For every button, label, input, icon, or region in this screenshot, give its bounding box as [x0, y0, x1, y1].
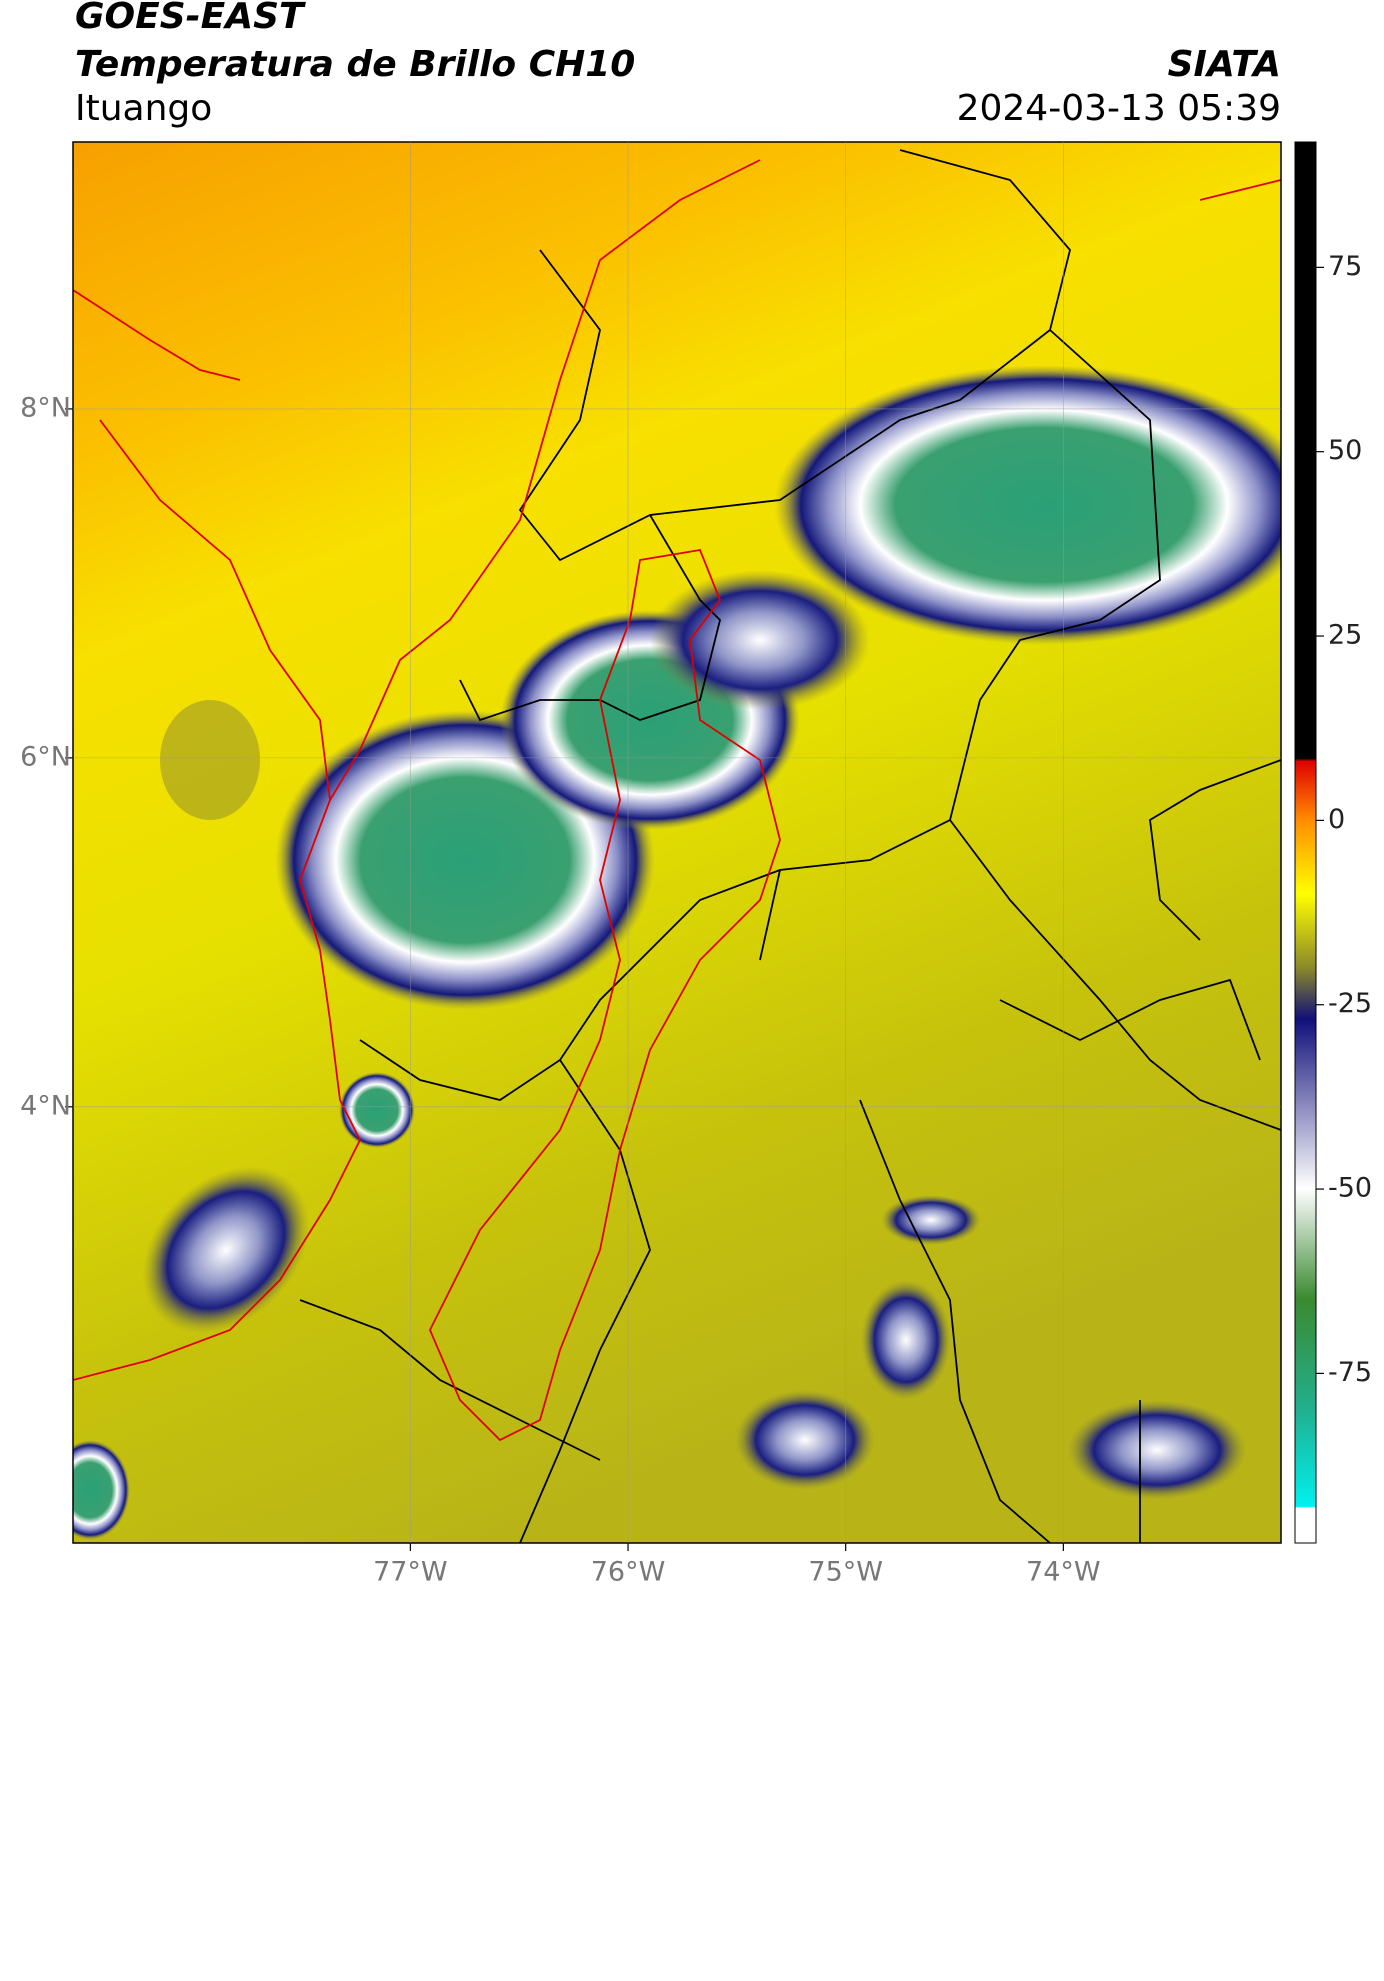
map-frame: [72, 141, 1282, 1544]
cloud: [650, 570, 870, 710]
colorbar-tick-label: -25: [1328, 988, 1372, 1019]
x-tick-label: 74°W: [1026, 1557, 1101, 1588]
cloud: [774, 365, 1281, 645]
x-tick-label: 76°W: [591, 1557, 666, 1588]
cloud: [1067, 1400, 1247, 1500]
cloud: [881, 1195, 981, 1245]
title-line: GOES-EAST: [75, 0, 306, 37]
cloud: [73, 1440, 130, 1540]
map-image: [73, 142, 1281, 1543]
colorbar-tick-label: -75: [1328, 1357, 1372, 1388]
cloud: [735, 1390, 875, 1490]
x-tick-label: 75°W: [808, 1557, 883, 1588]
background: [73, 142, 1281, 1543]
colorbar-tick-label: 25: [1328, 620, 1362, 651]
y-tick-label: 4°N: [20, 1090, 71, 1121]
location: Ituango: [75, 88, 212, 129]
y-tick-label: 6°N: [20, 741, 71, 772]
cloud: [339, 1072, 415, 1148]
cloud: [160, 700, 260, 820]
cloud: [861, 1280, 951, 1400]
brand: SIATA: [1168, 44, 1281, 85]
x-tick-label: 77°W: [373, 1557, 448, 1588]
colorbar-tick-label: 50: [1328, 435, 1362, 466]
colorbar-tick-label: 75: [1328, 251, 1362, 282]
title-line: Temperatura de Brillo CH10: [75, 44, 635, 85]
colorbar-tick-label: 0: [1328, 804, 1345, 835]
y-tick-label: 8°N: [20, 392, 71, 423]
borders: [299, 149, 1281, 1543]
colorbar: [1294, 141, 1317, 1544]
coastline: [73, 159, 1281, 1442]
datetime: 2024-03-13 05:39: [957, 88, 1281, 129]
colorbar-tick-label: -50: [1328, 1173, 1372, 1204]
